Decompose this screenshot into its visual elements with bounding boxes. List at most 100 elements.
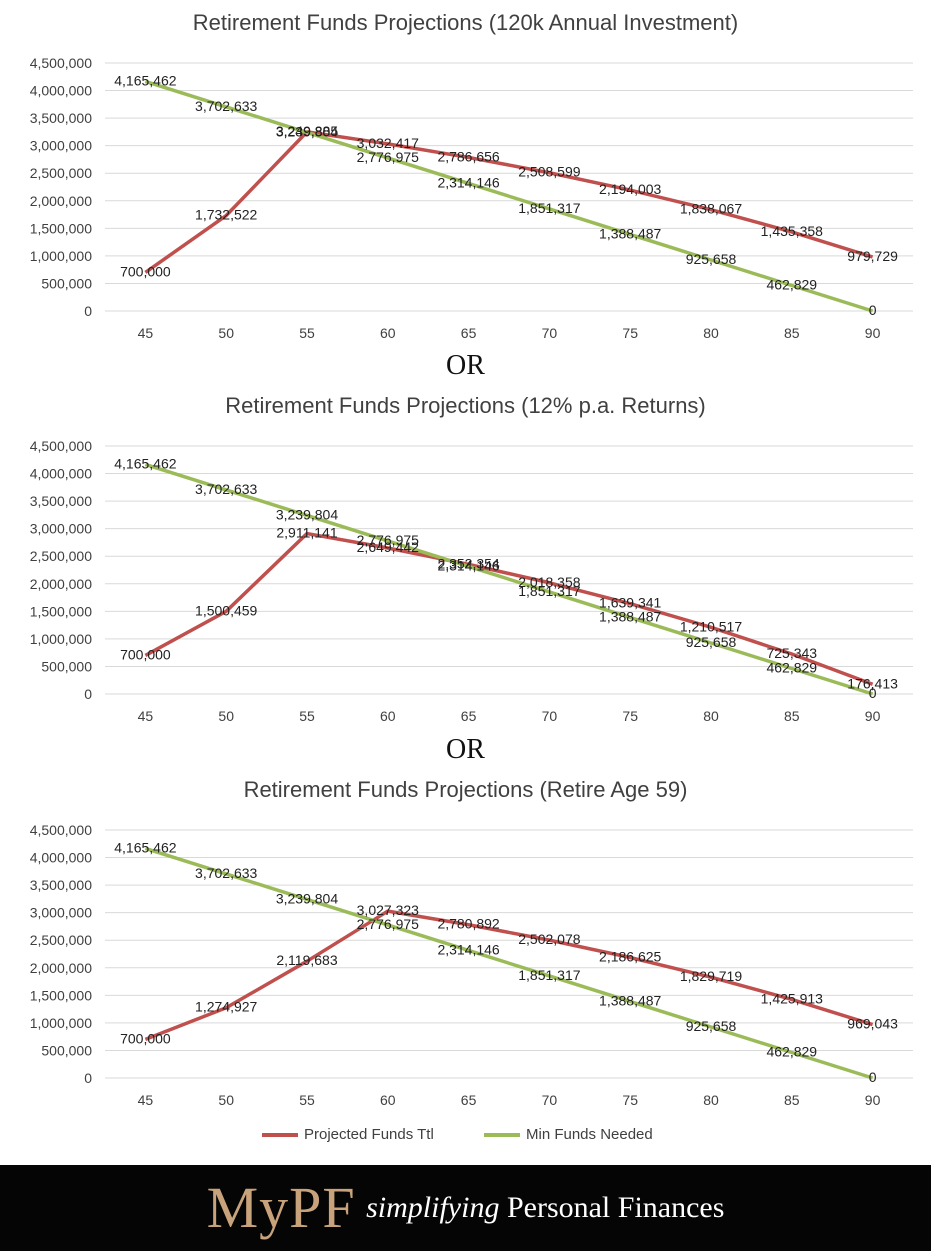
y-tick-label: 500,000	[41, 1042, 92, 1058]
data-label: 979,729	[847, 248, 898, 264]
legend-label-min-needed: Min Funds Needed	[526, 1126, 653, 1143]
data-label: 3,239,804	[276, 123, 338, 139]
y-tick-label: 0	[84, 303, 92, 319]
or-separator-2: OR	[446, 734, 485, 765]
x-tick-label: 75	[622, 708, 638, 724]
data-label: 1,500,459	[195, 602, 257, 618]
data-label: 3,702,633	[195, 481, 257, 497]
y-tick-label: 0	[84, 686, 92, 702]
x-tick-label: 45	[138, 708, 154, 724]
data-label: 1,829,719	[680, 968, 742, 984]
x-tick-label: 80	[703, 1092, 719, 1108]
data-label: 3,702,633	[195, 865, 257, 881]
x-tick-label: 65	[461, 1092, 477, 1108]
chart-1: 0 500,000 1,000,000 1,500,000 2,000,000 2,500…	[30, 55, 913, 341]
data-label: 2,780,892	[437, 916, 499, 932]
data-label: 925,658	[686, 251, 737, 267]
x-tick-label: 50	[218, 708, 234, 724]
data-label: 1,639,341	[599, 595, 661, 611]
x-tick-label: 90	[865, 708, 881, 724]
chart-2-title: Retirement Funds Projections (12% p.a. R…	[225, 393, 706, 418]
data-label: 2,194,003	[599, 181, 661, 197]
y-tick-label: 4,000,000	[30, 83, 92, 99]
data-label: 4,165,462	[114, 72, 176, 88]
data-label: 4,165,462	[114, 455, 176, 471]
y-tick-label: 2,500,000	[30, 932, 92, 948]
data-label: 700,000	[120, 263, 171, 279]
data-label: 3,239,804	[276, 506, 338, 522]
y-tick-label: 4,000,000	[30, 850, 92, 866]
x-tick-label: 60	[380, 708, 396, 724]
y-tick-label: 2,000,000	[30, 193, 92, 209]
data-label: 2,352,354	[437, 555, 499, 571]
data-label: 1,732,522	[195, 207, 257, 223]
x-tick-label: 70	[542, 708, 558, 724]
data-label: 1,838,067	[680, 201, 742, 217]
series-line-min-needed	[144, 79, 874, 313]
series-line-projected	[144, 531, 874, 686]
x-tick-label: 65	[461, 708, 477, 724]
x-tick-label: 85	[784, 325, 800, 341]
y-tick-label: 3,000,000	[30, 138, 92, 154]
y-tick-label: 3,000,000	[30, 905, 92, 921]
data-label: 0	[869, 685, 877, 701]
data-label: 462,829	[766, 1043, 817, 1059]
series-line-min-needed	[144, 462, 874, 696]
y-tick-label: 4,500,000	[30, 55, 92, 71]
data-label: 3,239,804	[276, 890, 338, 906]
data-label: 3,027,323	[357, 902, 419, 918]
data-label: 2,911,141	[276, 525, 337, 541]
y-tick-label: 4,500,000	[30, 822, 92, 838]
brand: MyPF simplifying Personal Finances	[0, 1165, 931, 1251]
data-label: 1,388,487	[599, 225, 661, 241]
y-tick-label: 3,500,000	[30, 877, 92, 893]
data-label: 2,314,146	[437, 557, 499, 573]
data-label: 2,186,625	[599, 948, 661, 964]
brand-tagline-rest: Personal Finances	[499, 1191, 725, 1224]
legend-label-projected: Projected Funds Ttl	[304, 1126, 434, 1143]
data-label: 0	[869, 1069, 877, 1085]
y-tick-label: 4,500,000	[30, 438, 92, 454]
data-label: 2,502,078	[518, 931, 580, 947]
brand-logo: MyPF	[206, 1175, 356, 1240]
y-tick-label: 1,000,000	[30, 1015, 92, 1031]
data-label: 1,851,317	[518, 200, 580, 216]
x-tick-label: 90	[865, 1092, 881, 1108]
x-tick-label: 70	[542, 1092, 558, 1108]
data-label: 462,829	[766, 276, 817, 292]
y-tick-label: 2,000,000	[30, 960, 92, 976]
data-label: 1,388,487	[599, 608, 661, 624]
data-label: 2,649,442	[357, 539, 419, 555]
data-label: 1,274,927	[195, 999, 257, 1015]
y-tick-label: 1,500,000	[30, 220, 92, 236]
data-label: 1,210,517	[680, 618, 742, 634]
x-tick-label: 80	[703, 708, 719, 724]
data-label: 2,786,656	[437, 148, 499, 164]
x-tick-label: 65	[461, 325, 477, 341]
legend-swatch-min-needed	[484, 1132, 520, 1137]
y-tick-label: 3,500,000	[30, 110, 92, 126]
x-tick-label: 45	[138, 1092, 154, 1108]
data-label: 1,851,317	[518, 583, 580, 599]
data-label: 2,508,599	[518, 164, 580, 180]
x-tick-label: 55	[299, 325, 315, 341]
chart-2: 0 500,000 1,000,000 1,500,000 2,000,000 2,500…	[30, 438, 913, 724]
data-label: 1,435,358	[761, 223, 823, 239]
x-tick-label: 50	[218, 1092, 234, 1108]
y-tick-label: 500,000	[41, 275, 92, 291]
brand-tagline-italic: simplifying	[366, 1191, 500, 1224]
y-tick-label: 1,500,000	[30, 987, 92, 1003]
or-separator-1: OR	[446, 350, 485, 381]
data-label: 176,413	[847, 675, 898, 691]
y-tick-label: 2,500,000	[30, 165, 92, 181]
y-tick-label: 4,000,000	[30, 466, 92, 482]
data-label: 0	[869, 302, 877, 318]
x-tick-label: 55	[299, 1092, 315, 1108]
x-tick-label: 85	[784, 708, 800, 724]
x-tick-label: 85	[784, 1092, 800, 1108]
x-tick-label: 55	[299, 708, 315, 724]
x-tick-label: 80	[703, 325, 719, 341]
y-tick-label: 3,000,000	[30, 521, 92, 537]
legend-swatch-projected	[262, 1132, 298, 1137]
data-label: 462,829	[766, 659, 817, 675]
